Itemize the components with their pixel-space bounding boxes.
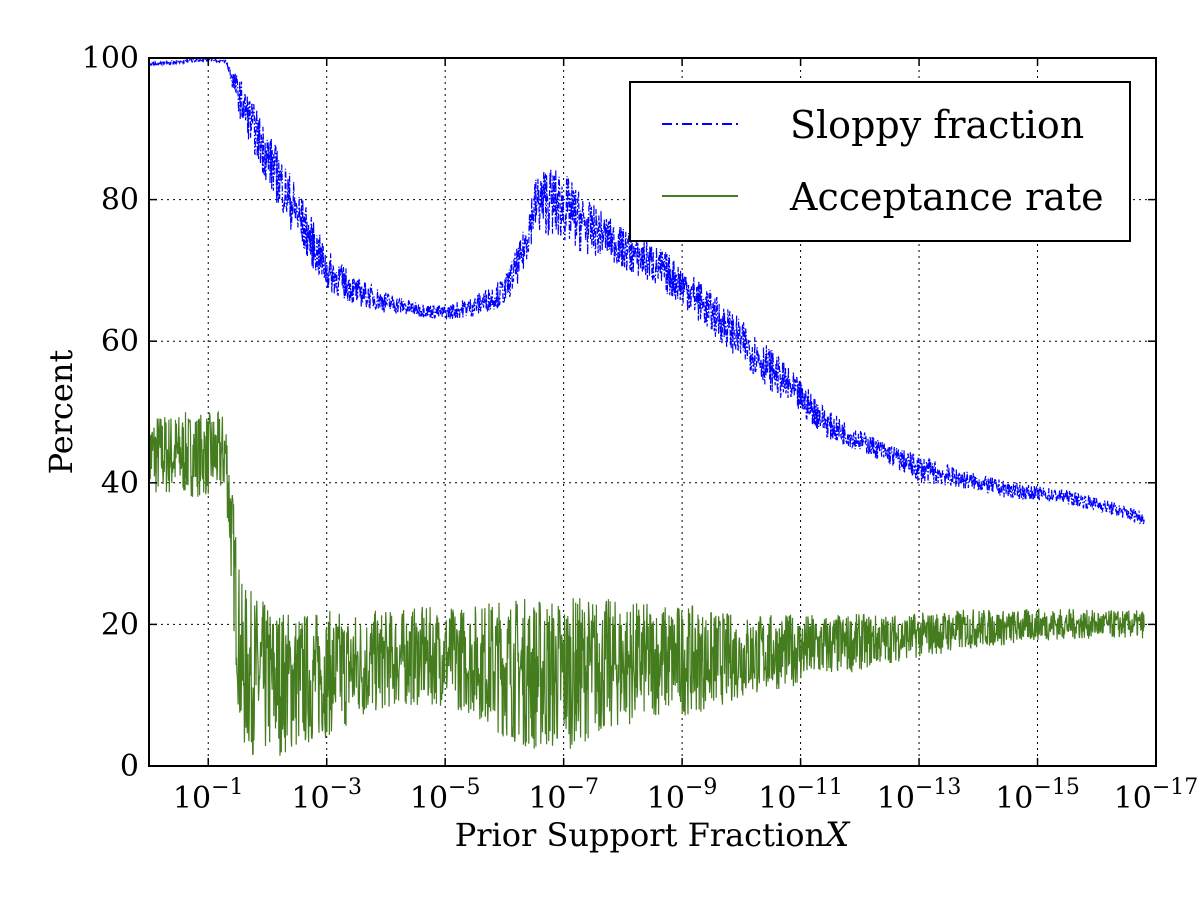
x-tick-exponent: −3 xyxy=(330,775,362,800)
y-tick-label: 60 xyxy=(101,324,139,359)
x-tick-exponent: −7 xyxy=(567,775,599,800)
y-tick-label: 100 xyxy=(82,41,139,76)
x-tick-base: 10 xyxy=(647,781,685,816)
x-tick-label: 10−5 xyxy=(410,775,481,816)
y-tick-label: 20 xyxy=(101,607,139,642)
x-tick-base: 10 xyxy=(291,781,329,816)
x-tick-label: 10−7 xyxy=(528,775,599,816)
x-tick-base: 10 xyxy=(173,781,211,816)
series-layer xyxy=(148,56,1145,756)
y-tick-label: 0 xyxy=(120,749,139,784)
series-line-acceptance-rate xyxy=(148,410,1145,756)
y-tick-label: 80 xyxy=(101,183,139,218)
x-tick-label: 10−15 xyxy=(995,775,1080,816)
plot-frame xyxy=(148,57,1157,767)
x-tick-exponent: −9 xyxy=(685,775,717,800)
x-axis-label: Prior Support FractionX xyxy=(455,815,851,855)
x-tick-base: 10 xyxy=(758,781,796,816)
x-tick-label: 10−13 xyxy=(877,775,962,816)
legend: Sloppy fraction Acceptance rate xyxy=(629,81,1131,242)
legend-label-sloppy: Sloppy fraction xyxy=(790,103,1084,147)
series-line-sloppy-fraction xyxy=(148,56,1145,526)
x-axis-label-text: Prior Support Fraction xyxy=(455,816,825,854)
x-axis-label-symbol: X xyxy=(822,815,851,855)
y-tick-label: 40 xyxy=(101,466,139,501)
x-tick-base: 10 xyxy=(528,781,566,816)
x-tick-label: 10−11 xyxy=(758,775,843,816)
x-tick-exponent: −11 xyxy=(796,775,842,800)
x-tick-label: 10−1 xyxy=(173,775,244,816)
x-tick-base: 10 xyxy=(877,781,915,816)
x-tick-base: 10 xyxy=(410,781,448,816)
legend-label-acceptance: Acceptance rate xyxy=(789,175,1104,219)
x-tick-label: 10−9 xyxy=(647,775,718,816)
x-tick-base: 10 xyxy=(1114,781,1152,816)
x-tick-label: 10−17 xyxy=(1114,775,1199,816)
x-tick-exponent: −15 xyxy=(1033,775,1079,800)
x-tick-exponent: −13 xyxy=(915,775,961,800)
x-tick-exponent: −1 xyxy=(211,775,243,800)
x-tick-exponent: −5 xyxy=(448,775,480,800)
x-tick-base: 10 xyxy=(995,781,1033,816)
x-tick-exponent: −17 xyxy=(1152,775,1198,800)
y-axis-label: Percent xyxy=(42,350,80,475)
x-tick-label: 10−3 xyxy=(291,775,362,816)
legend-box xyxy=(629,81,1131,242)
